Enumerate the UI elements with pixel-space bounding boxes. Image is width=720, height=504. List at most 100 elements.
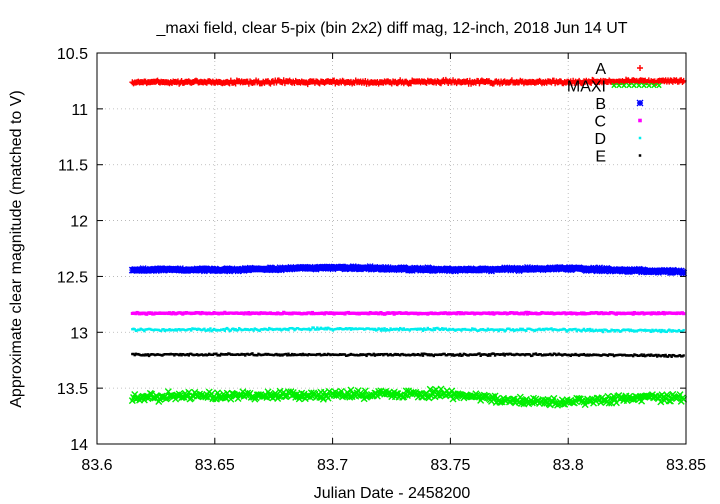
data-point bbox=[652, 354, 655, 357]
data-point bbox=[156, 353, 159, 356]
data-point bbox=[429, 354, 432, 357]
data-point bbox=[218, 329, 222, 332]
data-point bbox=[188, 352, 192, 356]
data-point bbox=[258, 329, 261, 333]
data-point bbox=[664, 353, 667, 357]
data-point bbox=[588, 353, 592, 356]
data-point bbox=[367, 327, 371, 330]
x-tick-label: 83.75 bbox=[430, 457, 470, 474]
data-point bbox=[377, 353, 380, 356]
series-d bbox=[131, 326, 685, 334]
data-point bbox=[491, 352, 494, 355]
data-point bbox=[519, 353, 522, 357]
data-point bbox=[517, 353, 521, 356]
data-point bbox=[366, 353, 369, 356]
data-point bbox=[622, 328, 625, 331]
data-point bbox=[336, 353, 339, 357]
data-point bbox=[187, 354, 190, 357]
data-point bbox=[581, 353, 584, 357]
data-point bbox=[550, 394, 558, 402]
data-point bbox=[398, 326, 402, 330]
data-point bbox=[664, 330, 667, 334]
data-point bbox=[460, 354, 463, 358]
series-a bbox=[129, 76, 687, 88]
data-point bbox=[134, 352, 138, 355]
data-point bbox=[527, 327, 530, 330]
data-point bbox=[234, 327, 237, 331]
data-point bbox=[323, 352, 326, 356]
data-point bbox=[443, 352, 446, 356]
data-point bbox=[680, 269, 688, 277]
data-point bbox=[473, 353, 476, 356]
data-point bbox=[277, 328, 281, 331]
data-point bbox=[313, 328, 317, 331]
data-point bbox=[296, 353, 300, 357]
data-point bbox=[600, 328, 604, 332]
x-tick-label: 83.8 bbox=[553, 457, 584, 474]
data-point bbox=[528, 353, 532, 356]
data-point bbox=[244, 354, 247, 357]
data-point bbox=[379, 329, 383, 332]
data-point bbox=[361, 353, 365, 356]
data-point bbox=[522, 353, 526, 356]
data-point bbox=[502, 328, 505, 332]
data-point bbox=[451, 327, 455, 331]
data-point bbox=[275, 352, 278, 356]
data-point bbox=[535, 353, 539, 356]
data-point bbox=[158, 329, 162, 332]
data-point bbox=[611, 353, 614, 356]
data-point bbox=[595, 353, 599, 357]
data-point bbox=[174, 352, 177, 356]
data-point bbox=[521, 327, 524, 331]
data-point bbox=[666, 355, 670, 358]
data-point bbox=[564, 353, 568, 356]
data-point bbox=[414, 327, 417, 331]
data-point bbox=[233, 353, 236, 356]
data-point bbox=[300, 353, 303, 357]
data-point bbox=[442, 352, 445, 356]
data-point bbox=[682, 312, 686, 316]
legend-marker bbox=[636, 99, 644, 107]
data-point bbox=[456, 328, 460, 331]
data-point bbox=[145, 328, 148, 331]
data-point bbox=[259, 353, 263, 357]
data-point bbox=[601, 353, 605, 356]
data-point bbox=[412, 352, 415, 356]
data-point bbox=[316, 353, 319, 356]
legend-marker bbox=[638, 136, 642, 140]
data-point bbox=[540, 328, 544, 331]
data-point bbox=[515, 352, 518, 356]
data-point bbox=[347, 386, 355, 394]
data-point bbox=[286, 327, 289, 331]
data-point bbox=[650, 330, 653, 333]
data-point bbox=[199, 353, 203, 356]
data-point bbox=[253, 327, 257, 330]
legend-marker bbox=[626, 82, 632, 89]
data-point bbox=[181, 353, 184, 356]
data-point bbox=[433, 353, 437, 356]
legend-marker bbox=[611, 82, 617, 89]
data-point bbox=[563, 328, 566, 331]
data-point bbox=[234, 353, 237, 357]
data-point bbox=[306, 354, 309, 357]
data-point bbox=[192, 353, 195, 357]
data-point bbox=[263, 327, 266, 331]
data-point bbox=[264, 352, 267, 356]
data-point bbox=[135, 353, 139, 356]
data-point bbox=[325, 353, 329, 357]
series-maxi bbox=[128, 385, 688, 409]
data-point bbox=[355, 327, 359, 331]
data-point bbox=[450, 328, 454, 331]
data-point bbox=[665, 330, 669, 334]
data-point bbox=[161, 354, 164, 357]
data-point bbox=[629, 354, 632, 357]
data-point bbox=[457, 328, 461, 331]
data-point bbox=[370, 353, 373, 357]
data-point bbox=[359, 327, 362, 330]
data-point bbox=[656, 329, 659, 332]
data-point bbox=[647, 353, 651, 357]
data-point bbox=[597, 329, 600, 332]
data-point bbox=[671, 329, 675, 332]
data-point bbox=[173, 354, 176, 357]
data-point bbox=[610, 328, 613, 331]
